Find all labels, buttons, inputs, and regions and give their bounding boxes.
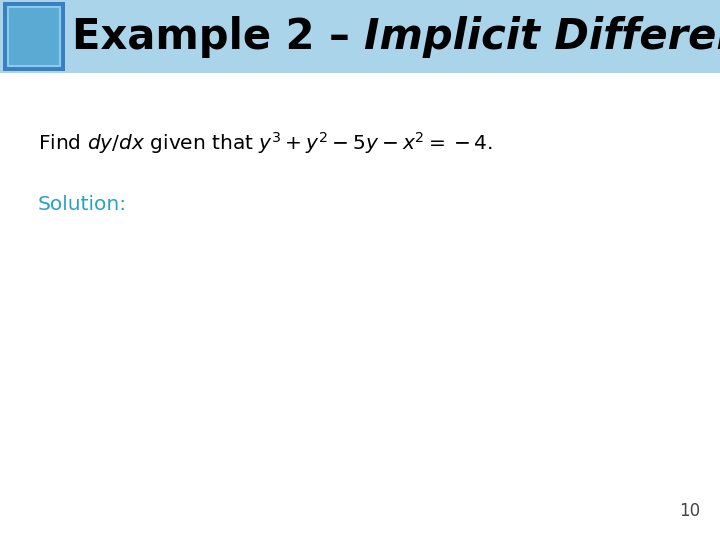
Bar [3,2,65,71]
Text: Find $\mathit{dy/dx}$ given that $\mathit{y}^3 + \mathit{y}^2 - 5\mathit{y} - \m: Find $\mathit{dy/dx}$ given that $\mathi… [38,130,493,156]
Bar [0,0,720,73]
Text: Solution:: Solution: [38,195,127,214]
Bar [8,7,60,66]
Text: 10: 10 [679,502,700,520]
Text: Implicit Differentiation: Implicit Differentiation [364,16,720,57]
Text: Example 2 –: Example 2 – [72,16,364,57]
